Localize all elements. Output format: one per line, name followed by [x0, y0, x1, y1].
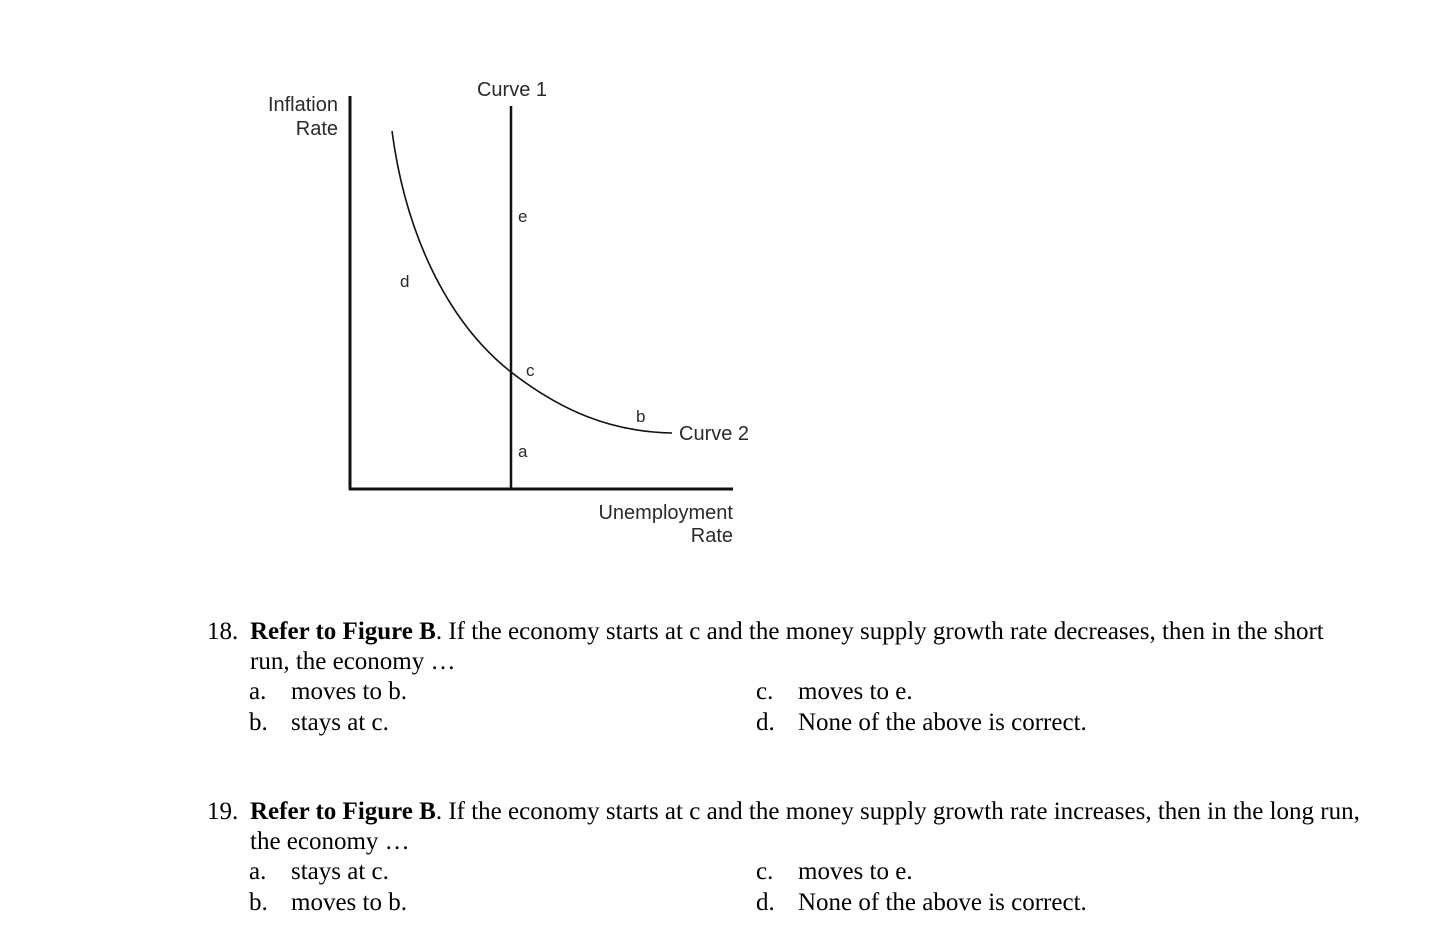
question-text: Refer to Figure B. If the economy starts…: [250, 617, 1367, 677]
answer-options: a. stays at c. b. moves to b. c. moves t…: [207, 857, 1367, 919]
question-19: 19. Refer to Figure B. If the economy st…: [207, 797, 1367, 919]
figure-b: Inflation Rate Unemployment Rate Curve 1…: [268, 79, 749, 547]
option-text: moves to e.: [798, 858, 913, 885]
option-a[interactable]: a. stays at c.: [249, 857, 389, 887]
option-text: stays at c.: [291, 858, 389, 885]
question-lead: Refer to Figure B: [250, 618, 436, 645]
option-b[interactable]: b. stays at c.: [249, 708, 389, 738]
curve-2-label: Curve 2: [679, 423, 749, 445]
question-stem: 19. Refer to Figure B. If the economy st…: [207, 797, 1367, 857]
curve-2-line: [391, 130, 673, 434]
point-label-b: b: [636, 407, 645, 426]
y-axis-label-line-1: Inflation: [268, 94, 338, 116]
point-label-c: c: [526, 361, 535, 380]
option-text: moves to e.: [798, 678, 913, 705]
question-text: Refer to Figure B. If the economy starts…: [250, 797, 1367, 857]
option-b[interactable]: b. moves to b.: [249, 888, 407, 918]
question-body: . If the economy starts at c and the mon…: [250, 618, 1324, 675]
question-number: 18.: [207, 618, 239, 645]
x-axis-label-line-2: Rate: [691, 525, 733, 547]
option-text: stays at c.: [291, 709, 389, 736]
option-d[interactable]: d. None of the above is correct.: [756, 888, 1087, 918]
point-label-a: a: [518, 442, 528, 461]
option-text: moves to b.: [291, 678, 407, 705]
option-letter: a.: [249, 858, 267, 885]
option-d[interactable]: d. None of the above is correct.: [756, 708, 1087, 738]
option-letter: c.: [756, 678, 774, 705]
option-letter: b.: [249, 889, 268, 916]
option-letter: d.: [756, 889, 775, 916]
option-c[interactable]: c. moves to e.: [756, 677, 913, 707]
option-text: None of the above is correct.: [798, 889, 1087, 916]
question-lead: Refer to Figure B: [250, 798, 436, 825]
question-number: 19.: [207, 798, 239, 825]
option-text: None of the above is correct.: [798, 709, 1087, 736]
option-letter: d.: [756, 709, 775, 736]
point-label-d: d: [400, 272, 409, 291]
option-text: moves to b.: [291, 889, 407, 916]
question-body: . If the economy starts at c and the mon…: [250, 798, 1360, 855]
option-letter: a.: [249, 678, 267, 705]
y-axis-label-line-2: Rate: [296, 118, 338, 140]
point-label-e: e: [518, 207, 527, 226]
answer-options: a. moves to b. b. stays at c. c. moves t…: [207, 677, 1367, 739]
curve-1-label: Curve 1: [477, 79, 547, 101]
x-axis-label-line-1: Unemployment: [598, 502, 733, 524]
option-a[interactable]: a. moves to b.: [249, 677, 407, 707]
option-letter: c.: [756, 858, 774, 885]
question-stem: 18. Refer to Figure B. If the economy st…: [207, 617, 1367, 677]
question-18: 18. Refer to Figure B. If the economy st…: [207, 617, 1367, 739]
option-c[interactable]: c. moves to e.: [756, 857, 913, 887]
option-letter: b.: [249, 709, 268, 736]
